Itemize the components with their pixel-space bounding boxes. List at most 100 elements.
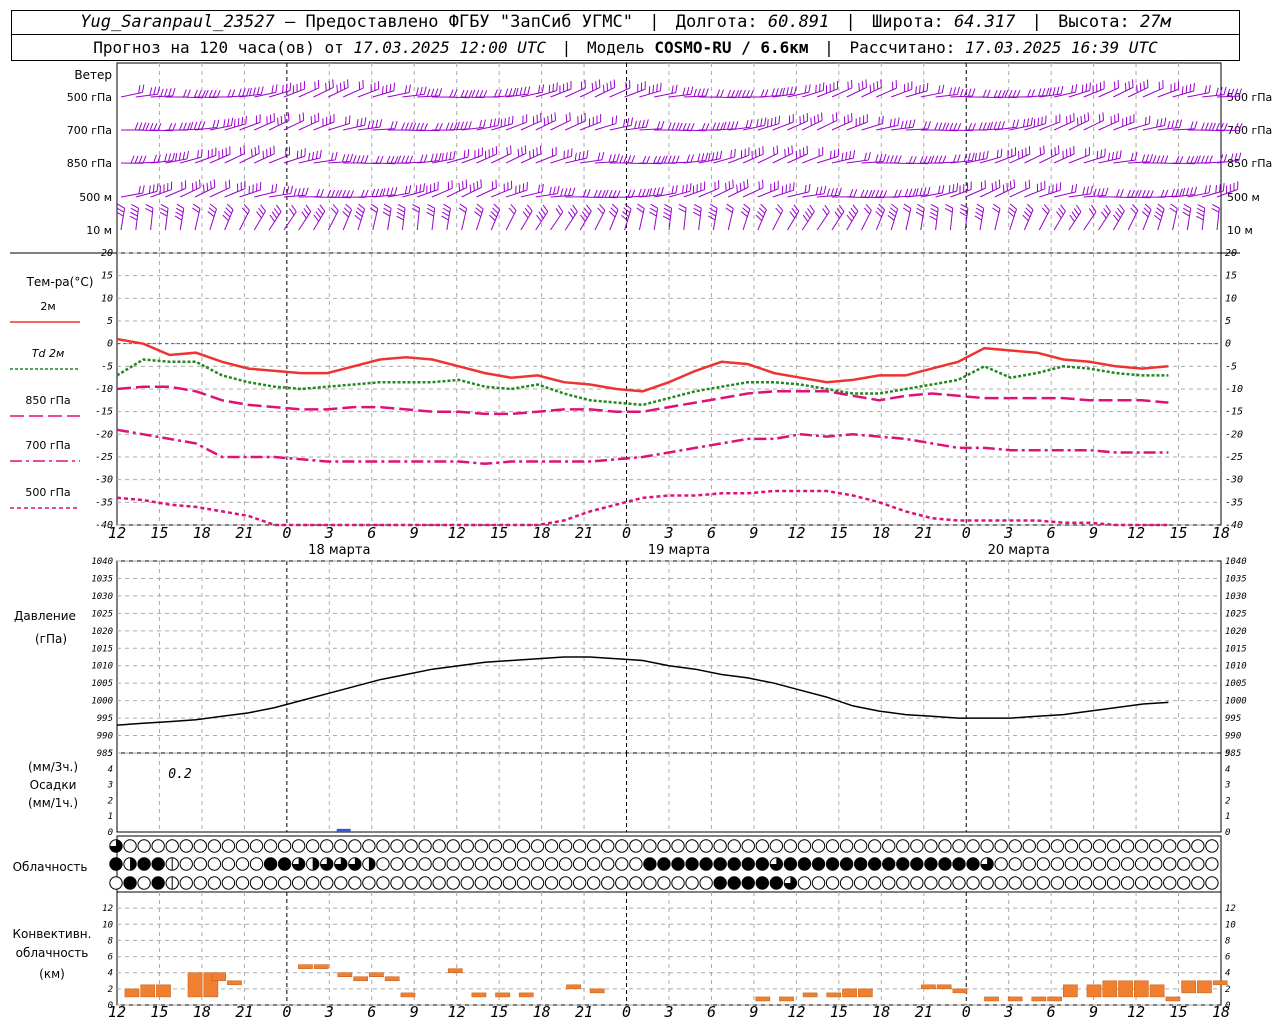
wind-barb-flag <box>675 155 680 164</box>
wind-barb-flag <box>656 187 660 196</box>
wind-barb-flag <box>693 203 702 209</box>
wind-barb-flag <box>826 188 831 197</box>
wind-barb-flag <box>331 189 336 198</box>
temp-ytick-left: -5 <box>101 361 113 372</box>
wind-barb-flag <box>1193 186 1197 195</box>
wind-barb-flag <box>1119 150 1122 159</box>
cloud-symbol <box>741 876 755 890</box>
wind-barb <box>816 112 838 131</box>
wind-barb <box>207 203 217 231</box>
wind-barb-flag <box>887 214 895 221</box>
cloud-symbol <box>432 876 446 890</box>
pres-ytick-right: 1020 <box>1225 627 1247 637</box>
hour-tick-label: 12 <box>448 524 466 542</box>
wind-barb-flag <box>1025 207 1032 214</box>
wind-barb-flag <box>586 150 589 159</box>
wind-barb-flag <box>1155 211 1163 217</box>
cloud-circle <box>460 876 474 890</box>
cloud-circle <box>474 876 488 890</box>
wind-barb <box>505 182 528 198</box>
cloud-circle <box>291 876 306 890</box>
wind-barb-flag <box>200 149 203 158</box>
wind-barb-flag <box>430 88 435 97</box>
cloud-symbol <box>1022 876 1036 890</box>
cloud-circle <box>1092 839 1107 853</box>
wind-barb-flag <box>500 119 503 128</box>
cloud-symbol <box>151 876 165 890</box>
wind-barb-flag <box>975 207 984 213</box>
wind-barb-flag <box>458 182 461 191</box>
wind-barb-flag <box>568 187 572 196</box>
cloud-circle <box>868 839 882 853</box>
cloud-symbol <box>853 839 868 853</box>
cloud-circle <box>123 876 137 890</box>
wind-barb-flag <box>652 155 658 164</box>
cloud-circle <box>207 857 222 871</box>
wind-barb <box>268 204 282 231</box>
wind-barb-flag <box>526 204 533 212</box>
wind-barb-flag <box>1208 184 1211 193</box>
cloud-circle <box>980 876 994 890</box>
hour-tick-label: 9 <box>410 1003 419 1021</box>
wind-barb-flag <box>397 207 405 213</box>
cloud-symbol <box>306 876 320 890</box>
wind-barb <box>1039 86 1064 98</box>
conv-cloud-bar <box>826 992 842 998</box>
wind-barb <box>224 88 250 98</box>
wind-barb-flag <box>1002 184 1005 193</box>
wind-barb-flag <box>760 118 763 127</box>
conv-cloud-bar <box>1086 984 1102 998</box>
wind-barb <box>1009 117 1033 131</box>
wind-barb-flag <box>601 152 605 161</box>
wind-barb-flag <box>875 189 880 198</box>
wind-barb <box>313 113 335 131</box>
wind-barb <box>372 155 399 165</box>
wind-barb-flag <box>1132 204 1139 211</box>
cloud-symbol <box>769 857 784 871</box>
wind-barb-flag <box>193 203 201 209</box>
wind-barb-flag <box>201 90 206 98</box>
cloud-symbol <box>685 839 699 853</box>
temp-ytick-right: 10 <box>1225 293 1237 304</box>
wind-barb-flag <box>495 179 497 188</box>
wind-barb-flag <box>216 119 220 128</box>
hour-tick-label: 3 <box>1003 524 1013 542</box>
cloud-circle <box>1120 839 1135 853</box>
conv-ytick-right: 6 <box>1225 953 1230 963</box>
wind-barb-flag <box>852 204 859 212</box>
hour-tick-label: 6 <box>367 524 376 542</box>
wind-barb-flag <box>1219 184 1221 193</box>
wind-barb-flag <box>230 117 234 126</box>
wind-barb-flag <box>971 88 976 97</box>
wind-barb <box>194 119 220 131</box>
wind-barb-flag <box>697 88 701 97</box>
cloud-circle <box>657 857 671 871</box>
wind-barb-flag <box>1101 187 1105 196</box>
wind-barb-flag <box>319 149 322 159</box>
cloud-symbol <box>699 839 713 853</box>
cloud-symbol <box>615 857 629 871</box>
wind-barb-flag <box>419 86 423 95</box>
temp-ytick-right: 5 <box>1225 316 1231 327</box>
cloud-symbol <box>348 839 362 853</box>
wind-barb <box>1128 189 1154 199</box>
cloud-circle <box>1022 839 1036 853</box>
wind-barb <box>683 152 709 164</box>
wind-barb-flag <box>434 123 439 131</box>
wind-barb <box>550 204 564 231</box>
cloud-circle <box>1050 839 1065 853</box>
cloud-symbol <box>488 876 503 890</box>
wind-barb <box>935 183 959 198</box>
cloud-symbol <box>193 876 208 890</box>
cloud-circle <box>629 876 643 890</box>
wind-barb-flag <box>246 88 250 96</box>
cloud-circle <box>853 839 868 853</box>
wind-barb-flag <box>489 119 493 128</box>
cloud-symbol <box>1022 857 1036 871</box>
wind-barb-flag <box>358 203 365 210</box>
cloud-symbol <box>1149 876 1163 890</box>
cloud-symbol <box>896 839 910 853</box>
wind-barb-flag <box>1160 155 1165 164</box>
wind-barb <box>283 112 305 131</box>
wind-barb-flag <box>967 153 971 162</box>
